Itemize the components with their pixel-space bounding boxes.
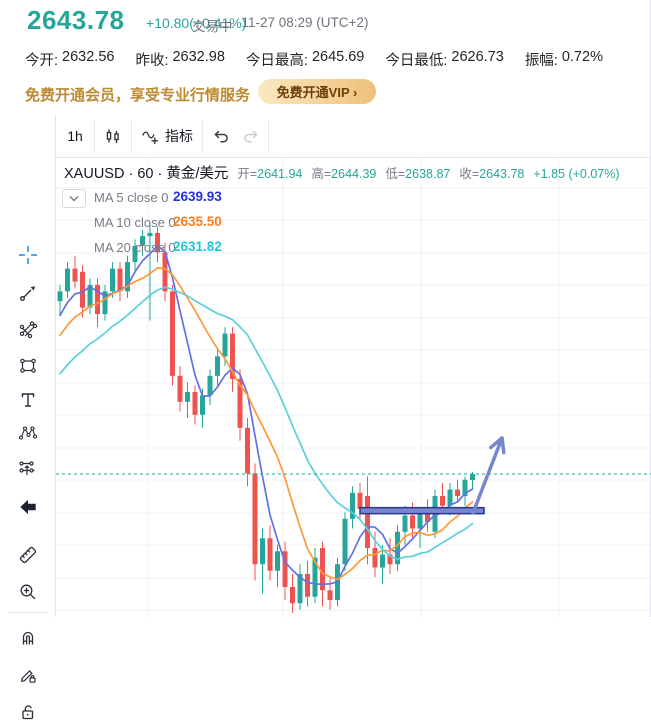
redo-icon (241, 126, 261, 146)
drawn-trend-arrow[interactable] (471, 436, 506, 515)
symbol-title[interactable]: XAUUSD · 60 · 黄金/美元 (64, 166, 229, 182)
stat-prev-close: 昨收: 2632.98 (135, 49, 225, 69)
legend-low: 低=2638.87 (385, 167, 451, 181)
market-status: 交易中 (192, 19, 233, 34)
interval-button[interactable]: 1h (67, 128, 83, 144)
tool-trend-arrow[interactable] (10, 278, 46, 308)
tool-ruler[interactable] (10, 540, 46, 570)
tool-drawing-lock[interactable] (10, 660, 46, 690)
indicators-button[interactable]: 指标 (132, 115, 202, 157)
crosshair-icon (18, 245, 38, 265)
multi-line-icon (19, 321, 38, 339)
current-price: 2643.78 (27, 5, 125, 35)
tool-rectangle[interactable] (10, 351, 46, 381)
stat-amplitude: 振幅: 0.72% (524, 49, 603, 69)
tool-xabcd-pattern[interactable] (10, 418, 46, 448)
zoom-in-icon (20, 584, 36, 600)
magnet-icon (22, 631, 34, 645)
indicator-wave-icon (141, 127, 160, 146)
price-change: +10.80(+0.41%) (146, 15, 247, 31)
tool-multi-line[interactable] (10, 315, 46, 345)
chevron-down-icon (69, 196, 79, 202)
back-arrow-icon (20, 499, 36, 515)
undo-icon (211, 126, 231, 146)
xabcd-pattern-icon (18, 426, 38, 440)
collapse-indicators-button[interactable] (62, 189, 86, 208)
toolbar-divider (131, 120, 132, 152)
daily-stats: 今开: 2632.56 昨收: 2632.98 今日最高: 2645.69 今日最低:… (25, 49, 603, 70)
tool-projection[interactable] (10, 453, 46, 483)
ma-lines-group (59, 245, 474, 586)
ma5-label[interactable]: MA 5 close 0 (94, 190, 169, 205)
rectangle-icon (20, 358, 36, 373)
chart-toolbar: 1h 指标 (56, 115, 650, 157)
tool-back-arrow[interactable] (10, 492, 46, 522)
stat-day-low: 今日最低: 2626.73 (385, 49, 504, 69)
toolbar-divider (202, 120, 203, 152)
legend-change: +1.85 (+0.07%) (533, 167, 620, 181)
undo-button[interactable] (206, 115, 236, 157)
drawn-resistance-line[interactable] (359, 506, 485, 515)
chart-legend: XAUUSD · 60 · 黄金/美元 开=2641.94 高=2644.39 … (64, 162, 620, 183)
tool-magnet[interactable] (10, 623, 46, 653)
ma10-value: 2635.50 (173, 214, 222, 229)
unlock-icon (22, 705, 34, 720)
projection-icon (19, 461, 35, 476)
tool-zoom-in[interactable] (10, 577, 46, 607)
pencil-lock-icon (21, 670, 36, 683)
quote-datetime: 11-27 08:29 (UTC+2) (241, 15, 369, 30)
candlestick-chart[interactable] (56, 158, 651, 617)
ma5-value: 2639.93 (173, 189, 222, 204)
legend-close: 收=2643.78 (459, 167, 525, 181)
ma10-label[interactable]: MA 10 close 0 (94, 215, 176, 230)
text-icon (21, 393, 35, 407)
ma20-label[interactable]: MA 20 close 0 (94, 240, 176, 255)
legend-high: 高=2644.39 (311, 167, 377, 181)
trend-arrow-icon (20, 286, 35, 301)
candlestick-icon (104, 127, 122, 145)
sidebar-divider (8, 612, 48, 613)
vip-banner-text: 免费开通会员，享受专业行情服务 (25, 87, 251, 104)
toolbar-divider (268, 120, 269, 152)
drawing-tools-sidebar (0, 115, 56, 720)
candles-group (57, 223, 475, 613)
ruler-icon (19, 546, 37, 564)
legend-open: 开=2641.94 (237, 167, 303, 181)
candle-style-button[interactable] (95, 115, 131, 157)
stat-day-high: 今日最高: 2645.69 (245, 49, 365, 69)
open-vip-button[interactable]: 免费开通VIP › (258, 79, 376, 104)
toolbar-divider (94, 120, 95, 152)
tool-lock[interactable] (10, 697, 46, 727)
redo-button[interactable] (236, 115, 266, 157)
toolbar-bottom-border (56, 157, 651, 158)
tool-text[interactable] (10, 385, 46, 415)
ma20-value: 2631.82 (173, 239, 222, 254)
tool-crosshair[interactable] (10, 240, 46, 270)
stat-open: 今开: 2632.56 (25, 49, 115, 69)
